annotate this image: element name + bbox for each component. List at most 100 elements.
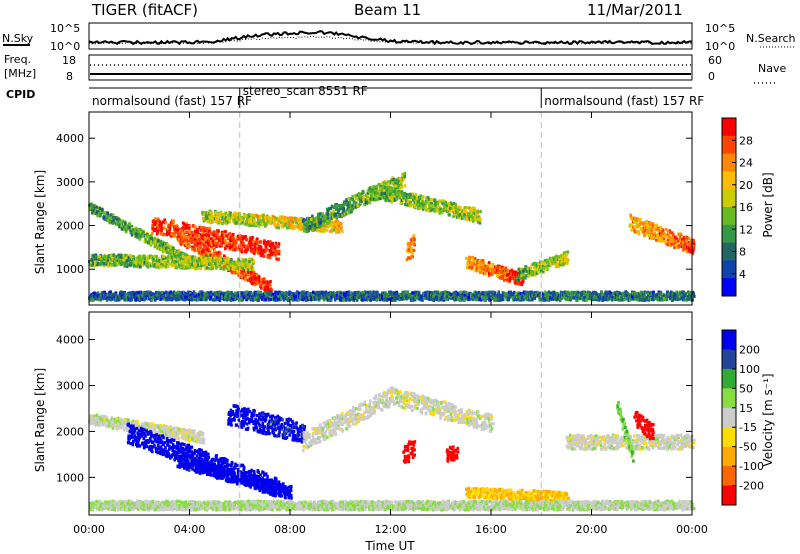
heatmap-cell	[223, 254, 226, 258]
heatmap-cell	[89, 298, 93, 302]
heatmap-cell	[218, 244, 222, 248]
heatmap-cell	[644, 221, 647, 225]
heatmap-cell	[519, 269, 522, 274]
heatmap-cell	[103, 292, 107, 296]
heatmap-cell	[195, 294, 198, 298]
heatmap-cell	[252, 239, 256, 244]
heatmap-cell	[409, 200, 412, 205]
heatmap-cell	[266, 284, 270, 288]
heatmap-cell	[635, 230, 638, 234]
heatmap-cell	[120, 225, 123, 229]
heatmap-cell	[196, 266, 200, 270]
heatmap-cell	[531, 270, 534, 274]
heatmap-cell	[681, 248, 685, 252]
heatmap-cell	[421, 207, 425, 211]
heatmap-cell	[227, 236, 230, 240]
heatmap-cell	[471, 265, 474, 269]
heatmap-cell	[427, 197, 431, 201]
heatmap-cell	[389, 191, 393, 195]
heatmap-cell	[307, 228, 311, 232]
heatmap-cell	[116, 261, 120, 265]
heatmap-cell	[335, 207, 338, 211]
heatmap-cell	[223, 234, 227, 238]
heatmap-cell	[392, 178, 395, 182]
heatmap-cell	[342, 206, 345, 210]
heatmap-cell	[666, 243, 669, 247]
heatmap-cell	[202, 233, 205, 238]
heatmap-cell	[209, 253, 212, 257]
heatmap-cell	[225, 241, 228, 245]
heatmap-cell	[214, 240, 217, 244]
heatmap-cell	[374, 198, 377, 202]
heatmap-cell	[504, 272, 507, 276]
heatmap-cell	[181, 255, 185, 259]
heatmap-cell	[650, 230, 654, 235]
heatmap-cell	[157, 239, 160, 243]
heatmap-cell	[180, 236, 184, 240]
heatmap-cell	[384, 183, 388, 187]
heatmap-cell	[675, 243, 678, 247]
heatmap-cell	[382, 185, 385, 189]
heatmap-cell	[225, 219, 228, 223]
heatmap-cell	[653, 225, 657, 229]
heatmap-cell	[211, 259, 215, 263]
heatmap-cell	[259, 290, 262, 294]
heatmap-cell	[137, 229, 140, 233]
heatmap-cell	[160, 259, 163, 263]
heatmap-cell	[213, 256, 217, 260]
heatmap-cell	[189, 262, 193, 266]
heatmap-cell	[153, 254, 156, 258]
heatmap-cell	[337, 230, 341, 234]
heatmap-cell	[175, 235, 179, 239]
heatmap-cell	[356, 203, 359, 208]
heatmap-cell	[199, 290, 202, 294]
heatmap-cell	[281, 225, 284, 229]
heatmap-cell	[208, 238, 211, 242]
heatmap-cell	[507, 272, 511, 276]
heatmap-cell	[239, 264, 242, 268]
heatmap-cell	[524, 265, 527, 269]
heatmap-cell	[205, 266, 209, 270]
heatmap-cell	[107, 254, 111, 258]
heatmap-cell	[244, 246, 248, 250]
heatmap-cell	[672, 233, 675, 237]
heatmap-cell	[298, 217, 301, 221]
heatmap-cell	[525, 274, 528, 278]
heatmap-cell	[214, 211, 217, 215]
heatmap-cell	[180, 263, 184, 267]
heatmap-cell	[471, 261, 474, 265]
heatmap-cell	[230, 270, 234, 275]
heatmap-cell	[195, 235, 199, 239]
heatmap-cell	[249, 217, 252, 221]
heatmap-cell	[655, 223, 659, 227]
heatmap-cell	[182, 293, 185, 297]
heatmap-cell	[132, 260, 135, 264]
heatmap-cell	[256, 214, 259, 219]
heatmap-cell	[267, 240, 270, 244]
heatmap-cell	[486, 265, 489, 269]
heatmap-cell	[234, 265, 238, 269]
heatmap-cell	[210, 292, 213, 296]
heatmap-cell	[391, 194, 394, 198]
heatmap-cell	[121, 260, 124, 264]
heatmap-cell	[259, 222, 262, 226]
heatmap-cell	[247, 268, 250, 272]
heatmap-cell	[210, 263, 213, 267]
heatmap-cell	[265, 247, 269, 251]
heatmap-cell	[141, 230, 145, 234]
heatmap-cell	[232, 232, 235, 237]
heatmap-cell	[205, 298, 208, 302]
heatmap-cell	[204, 256, 208, 260]
heatmap-cell	[252, 243, 256, 247]
heatmap-cell	[481, 259, 485, 263]
heatmap-cell	[125, 261, 128, 265]
heatmap-cell	[156, 294, 160, 298]
heatmap-cell	[150, 234, 153, 238]
heatmap-cell	[319, 218, 322, 222]
heatmap-cell	[113, 263, 117, 267]
heatmap-cell	[137, 298, 141, 302]
heatmap-cell	[151, 224, 154, 228]
heatmap-cell	[273, 216, 277, 220]
heatmap-cell	[357, 191, 361, 196]
heatmap-cell	[148, 295, 152, 299]
